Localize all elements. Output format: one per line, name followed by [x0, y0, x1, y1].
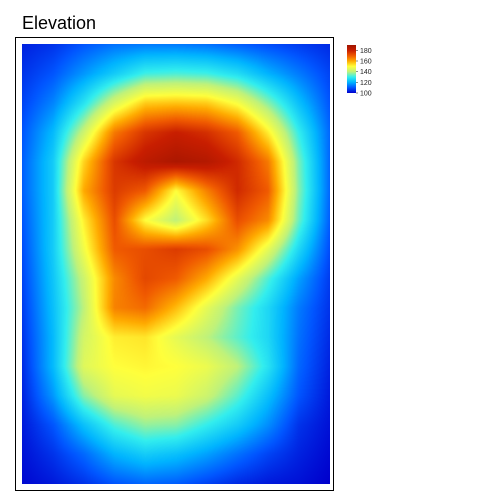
legend-tick-label: 120 — [360, 80, 372, 87]
elevation-legend: 180 160 140 120 100 — [347, 45, 372, 98]
legend-tick-label: 100 — [360, 91, 372, 98]
legend-tick-label: 140 — [360, 69, 372, 76]
elevation-raster — [22, 44, 330, 484]
legend-color-bar — [347, 45, 356, 93]
chart-title: Elevation — [22, 13, 97, 33]
legend-tick-label: 180 — [360, 48, 372, 55]
legend-tick-label: 160 — [360, 59, 372, 66]
